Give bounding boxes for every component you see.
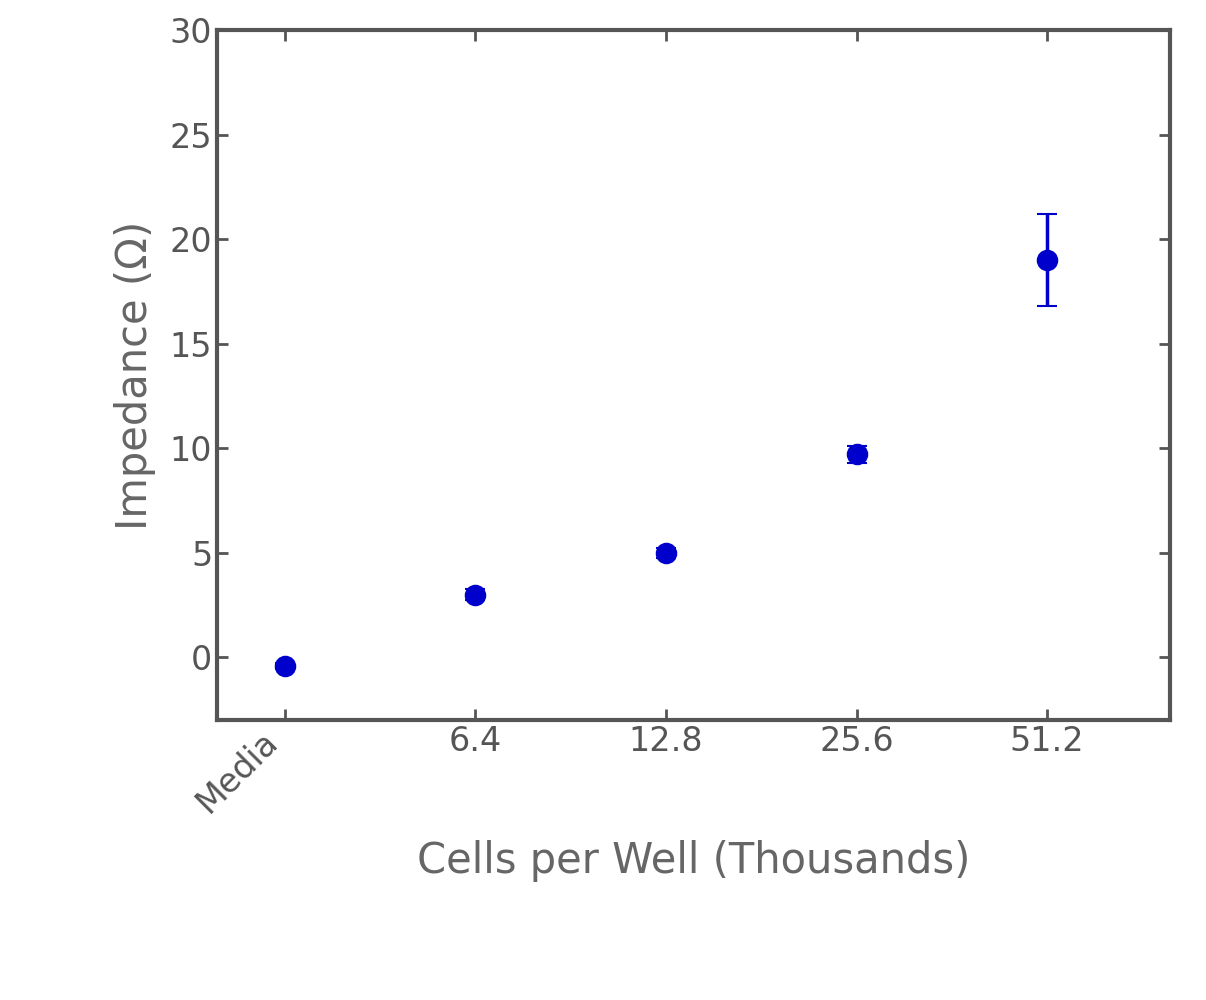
X-axis label: Cells per Well (Thousands): Cells per Well (Thousands) [417, 840, 970, 882]
Y-axis label: Impedance (Ω): Impedance (Ω) [113, 220, 156, 530]
